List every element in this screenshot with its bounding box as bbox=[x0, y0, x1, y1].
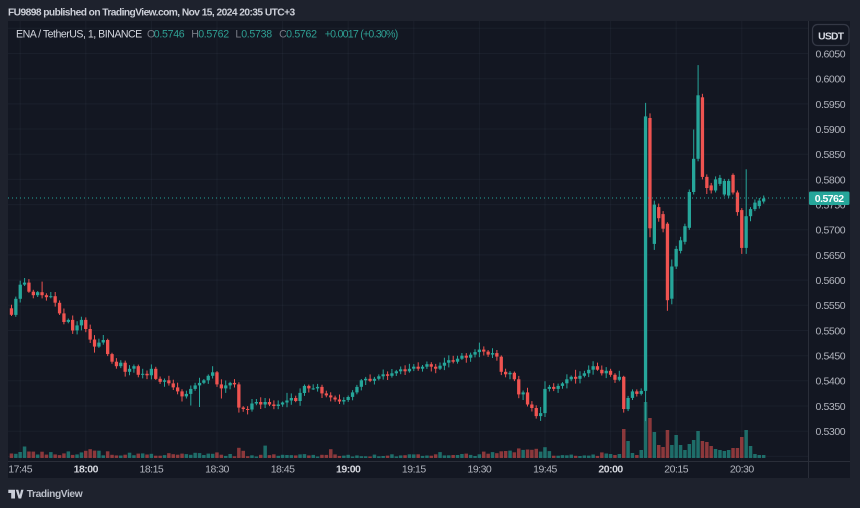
svg-text:19:15: 19:15 bbox=[402, 463, 426, 475]
svg-text:20:15: 20:15 bbox=[664, 463, 688, 475]
svg-text:ENA / TetherUS, 1, BINANCE: ENA / TetherUS, 1, BINANCE bbox=[16, 29, 142, 41]
svg-text:USDT: USDT bbox=[818, 31, 845, 42]
svg-text:0.5850: 0.5850 bbox=[816, 149, 846, 161]
svg-text:0.5762: 0.5762 bbox=[198, 29, 229, 41]
svg-text:0.5700: 0.5700 bbox=[816, 225, 846, 237]
svg-text:19:45: 19:45 bbox=[533, 463, 557, 475]
svg-text:0.5450: 0.5450 bbox=[816, 351, 846, 363]
svg-text:18:00: 18:00 bbox=[74, 463, 99, 475]
svg-text:20:00: 20:00 bbox=[598, 463, 623, 475]
svg-text:H: H bbox=[191, 29, 198, 41]
svg-text:0.6000: 0.6000 bbox=[816, 74, 846, 86]
svg-text:20:30: 20:30 bbox=[730, 463, 754, 475]
svg-text:+0.0017 (+0.30%): +0.0017 (+0.30%) bbox=[325, 29, 398, 41]
svg-text:18:15: 18:15 bbox=[140, 463, 164, 475]
svg-text:19:00: 19:00 bbox=[336, 463, 361, 475]
svg-text:O: O bbox=[147, 29, 155, 41]
svg-text:0.5746: 0.5746 bbox=[154, 29, 185, 41]
svg-text:0.5400: 0.5400 bbox=[816, 376, 846, 388]
svg-text:18:30: 18:30 bbox=[205, 463, 229, 475]
svg-text:0.5800: 0.5800 bbox=[816, 174, 846, 186]
svg-text:TradingView: TradingView bbox=[27, 489, 83, 500]
svg-text:0.5650: 0.5650 bbox=[816, 250, 846, 262]
svg-text:FU9898 published on TradingVie: FU9898 published on TradingView.com, Nov… bbox=[8, 8, 296, 19]
svg-text:0.6050: 0.6050 bbox=[816, 48, 846, 60]
svg-text:0.5738: 0.5738 bbox=[241, 29, 272, 41]
svg-text:18:45: 18:45 bbox=[271, 463, 295, 475]
svg-text:0.5350: 0.5350 bbox=[816, 401, 846, 413]
svg-text:0.5600: 0.5600 bbox=[816, 275, 846, 287]
svg-text:C: C bbox=[279, 29, 287, 41]
svg-text:0.5762: 0.5762 bbox=[815, 193, 845, 205]
svg-text:17:45: 17:45 bbox=[8, 463, 32, 475]
svg-text:0.5550: 0.5550 bbox=[816, 300, 846, 312]
svg-text:19:30: 19:30 bbox=[468, 463, 492, 475]
svg-text:L: L bbox=[235, 29, 241, 41]
svg-text:0.5300: 0.5300 bbox=[816, 426, 846, 438]
svg-text:0.5950: 0.5950 bbox=[816, 99, 846, 111]
svg-text:0.5762: 0.5762 bbox=[286, 29, 317, 41]
svg-text:0.5900: 0.5900 bbox=[816, 124, 846, 136]
svg-text:0.5500: 0.5500 bbox=[816, 325, 846, 337]
